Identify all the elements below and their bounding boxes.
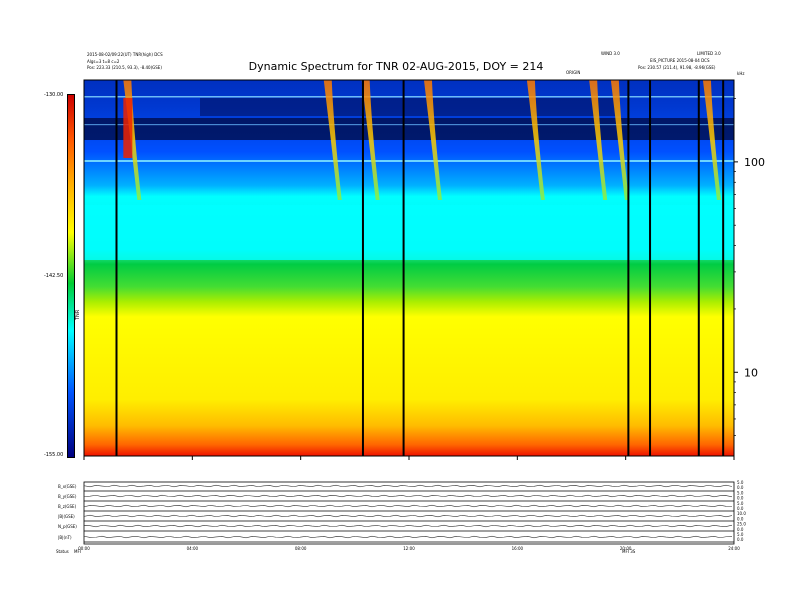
panel-footer-mid: MFI 3S	[622, 549, 636, 554]
header-right-line0: WIND 3.0	[601, 51, 620, 56]
header-right-line2: Pos: 230.57 (211.4), 91.98, -8.96(GSE)	[638, 65, 716, 70]
dark-band	[84, 118, 734, 140]
header-right-top: LIMITED 3.0	[697, 51, 721, 56]
data-gap-line	[115, 80, 118, 456]
radio-burst	[323, 80, 342, 200]
light-line-3	[84, 160, 734, 162]
panel-x-tick-label: 12:00	[403, 546, 415, 551]
mfi-panels: 5.00.05.00.05.00.010.00.025.00.05.00.0 0…	[78, 480, 746, 551]
panel-label-5: |B|(nT)	[58, 535, 72, 540]
panel-footer-left: Status	[56, 549, 69, 554]
panel-right-tick: 0.0	[737, 516, 744, 521]
chart-title: Dynamic Spectrum for TNR 02-AUG-2015, DO…	[248, 60, 544, 73]
radio-burst	[526, 80, 545, 200]
data-gap-line	[722, 80, 725, 456]
panel-right-tick: 5.0	[737, 501, 744, 506]
panel-right-tick: 10.0	[737, 511, 746, 516]
panel-trace	[83, 535, 733, 539]
y-tick-label: 100	[744, 156, 765, 169]
panel-trace	[83, 524, 733, 528]
panel-right-tick: 25.0	[737, 522, 746, 527]
panel-right-tick: 0.0	[737, 537, 744, 542]
data-gap-line	[361, 80, 364, 456]
panel-right-tick: 0.0	[737, 506, 744, 511]
colorbar-mid-label: -142.50	[44, 273, 64, 279]
radio-burst	[610, 80, 629, 200]
panel-x-tick-label: 08:00	[295, 546, 307, 551]
panel-right-tick: 5.0	[737, 490, 744, 495]
data-gap-line	[627, 80, 630, 456]
panel-right-tick: 0.0	[737, 527, 744, 532]
panel-x-tick-label: 04:00	[187, 546, 199, 551]
colorbar-min-label: -155.00	[44, 452, 64, 458]
panel-footer-left2: MFI	[74, 549, 81, 554]
panel-right-tick: 5.0	[737, 480, 744, 485]
colorbar-max-label: -130.00	[44, 92, 64, 98]
dark-band-top	[200, 98, 620, 116]
panel-x-tick-label: 00:00	[78, 546, 90, 551]
panel-right-tick: 5.0	[737, 532, 744, 537]
light-line-2	[84, 124, 734, 126]
panel-trace	[83, 494, 733, 498]
data-gap-line	[649, 80, 652, 456]
panel-frame	[83, 481, 735, 545]
panel-label-1: B_y(GSE)	[58, 494, 77, 499]
panel-right-tick: 0.0	[737, 496, 744, 501]
cyan-zone	[84, 205, 734, 260]
y-tick-label: 10	[744, 366, 758, 379]
panel-right-tick: 0.0	[737, 485, 744, 490]
header-left-line1: 2015-08-02/09:22(UT) TNR(high) DCS	[87, 52, 163, 57]
panel-x-tick-label: 20:00	[620, 546, 632, 551]
panel-label-4: N_p(GSE)	[58, 524, 77, 529]
header-left-line2: Algs=3 t=8 c=2	[87, 59, 120, 64]
radio-burst	[702, 80, 721, 200]
header-mid-label: ORIGIN	[566, 70, 581, 75]
spectrogram-background	[84, 80, 734, 456]
panel-trace	[83, 484, 733, 488]
radio-burst-red	[123, 98, 133, 158]
header-right-small: kHz	[737, 71, 745, 76]
panel-trace	[83, 514, 733, 518]
panel-x-tick-label: 16:00	[512, 546, 524, 551]
panel-label-0: B_x(GSE)	[58, 484, 77, 489]
panel-trace	[83, 504, 733, 508]
header-left-line3: Pos: 223.33 (210.5, 93.3), -8.40(GSE)	[87, 65, 162, 70]
radio-burst	[423, 80, 442, 200]
colorbar	[67, 94, 75, 458]
data-gap-line	[697, 80, 700, 456]
radio-burst	[589, 80, 608, 200]
data-gap-line	[402, 80, 405, 456]
radio-burst	[361, 80, 380, 200]
header-right-line1: EIS_PICTURE 2015-08-04 DCS	[650, 58, 710, 63]
panel-x-tick-label: 24:00	[728, 546, 740, 551]
panel-label-2: B_z(GSE)	[58, 504, 77, 509]
panel-label-3: |B|(GSE)	[58, 514, 75, 519]
light-line-1	[84, 96, 734, 98]
